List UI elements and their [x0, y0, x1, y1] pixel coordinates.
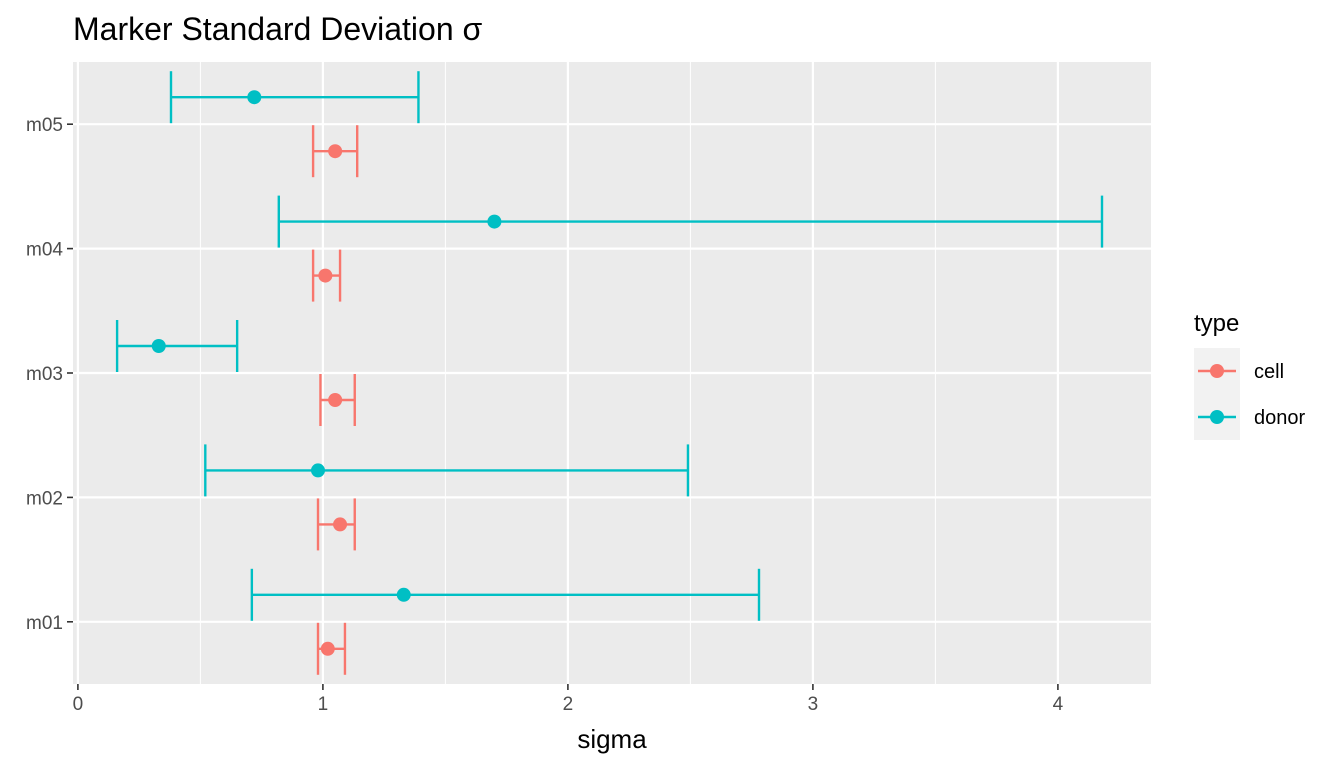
- y-tick-label: m04: [26, 240, 63, 261]
- donor-point: [311, 463, 325, 478]
- donor-point: [396, 587, 411, 602]
- x-tick-label: 0: [73, 694, 84, 715]
- x-axis-label: sigma: [577, 724, 647, 754]
- cell-errorbar-m05: [311, 125, 359, 178]
- x-tick-label: 1: [318, 694, 329, 715]
- y-tick-label: m05: [26, 115, 63, 136]
- legend-label-donor: donor: [1254, 407, 1305, 429]
- legend-title: type: [1194, 310, 1239, 337]
- donor-point: [487, 214, 502, 229]
- x-tick-label: 3: [808, 694, 819, 715]
- y-tick-label: m02: [26, 488, 63, 509]
- legend-key-point-cell: [1210, 364, 1224, 378]
- donor-errorbar-m03: [115, 320, 239, 372]
- cell-point: [320, 641, 335, 656]
- donor-errorbar-m01: [250, 568, 761, 621]
- legend: type cell donor: [1194, 310, 1305, 440]
- y-tick-label: m01: [26, 613, 63, 634]
- x-tick-label: 4: [1053, 694, 1064, 715]
- y-axis: m01 m02 m03 m04 m05: [26, 115, 73, 634]
- cell-point: [328, 393, 343, 407]
- x-tick-label: 2: [563, 694, 574, 715]
- cell-point: [328, 144, 343, 159]
- cell-errorbar-m03: [319, 374, 356, 426]
- cell-point: [318, 268, 333, 283]
- cell-errorbar-m04: [311, 249, 342, 302]
- donor-errorbar-m04: [277, 195, 1104, 248]
- donor-point: [151, 339, 166, 353]
- donor-errorbar-m02: [204, 444, 690, 497]
- chart-title: Marker Standard Deviation σ: [73, 11, 483, 47]
- x-axis: 0 1 2 3 4: [73, 684, 1064, 715]
- cell-errorbar-m02: [316, 498, 356, 551]
- donor-errorbar-m05: [169, 71, 420, 124]
- cell-errorbar-m01: [316, 622, 347, 675]
- major-gridlines: [73, 62, 1151, 684]
- legend-label-cell: cell: [1254, 361, 1284, 383]
- data-marks: [115, 71, 1104, 675]
- donor-point: [247, 90, 262, 105]
- cell-point: [333, 517, 348, 532]
- legend-key-point-donor: [1210, 410, 1224, 424]
- y-tick-label: m03: [26, 364, 63, 385]
